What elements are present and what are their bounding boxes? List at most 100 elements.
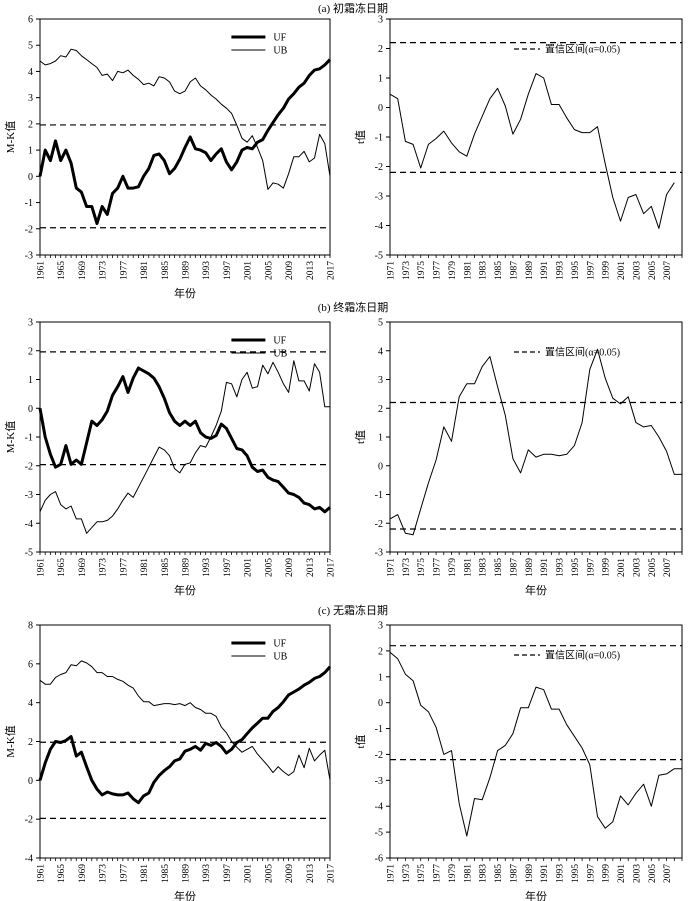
y-tick-label: 2 (378, 646, 383, 657)
x-tick-label: 1973 (99, 261, 109, 280)
x-tick-label: 2017 (327, 864, 337, 883)
x-tick-label: 1971 (387, 558, 397, 577)
x-tick-label: 1991 (540, 261, 550, 280)
x-tick-label: 1971 (387, 864, 397, 883)
y-tick-label: -2 (25, 815, 33, 826)
y-tick-label: 4 (28, 67, 33, 78)
y-tick-label: -3 (375, 192, 383, 203)
series-line-t (389, 348, 682, 536)
x-tick-label: 1985 (161, 864, 171, 883)
x-tick-label: 1987 (509, 558, 519, 577)
x-tick-label: 1965 (57, 864, 67, 883)
x-tick-label: 1981 (463, 864, 473, 883)
x-tick-label: 1999 (602, 261, 612, 280)
legend-label-ub: UB (273, 349, 287, 360)
x-tick-label: 1991 (540, 864, 550, 883)
series-line-ub (39, 660, 331, 781)
x-tick-label: 2009 (285, 864, 295, 883)
legend-label-uf: UF (273, 336, 286, 347)
x-tick-label: 1969 (78, 864, 88, 883)
y-axis-label: M-K值 (4, 725, 17, 757)
legend-label-uf: UF (273, 639, 286, 650)
legend-label-uf: UF (273, 33, 286, 44)
legend-label-ub: UB (273, 652, 287, 663)
y-axis-label: t值 (354, 130, 367, 144)
y-tick-label: -1 (25, 433, 33, 444)
y-tick-label: -1 (375, 490, 383, 501)
x-tick-label: 1989 (525, 864, 535, 883)
x-tick-label: 1979 (448, 864, 458, 883)
chart-a-t: -5 -4 -3 -2 -1 0 1 2 3 1971 1973 1975 1977 1979 1981 19… (354, 15, 683, 280)
x-tick-label: 1977 (433, 864, 443, 883)
x-tick-label: 1985 (161, 558, 171, 577)
x-tick-label: 1989 (182, 864, 192, 883)
x-tick-label: 2001 (244, 864, 254, 883)
x-tick-label: 2017 (327, 261, 337, 280)
x-axis-label: 年份 (525, 889, 547, 901)
x-tick-label: 1965 (57, 261, 67, 280)
x-tick-label: 1969 (78, 558, 88, 577)
y-tick-label: 2 (28, 119, 33, 130)
x-tick-label: 1981 (140, 864, 150, 883)
x-tick-label: 1999 (602, 558, 612, 577)
legend-label-ub: UB (273, 46, 287, 57)
y-tick-label: 1 (28, 375, 33, 386)
legend-label-confidence: 置信区间(α=0.05) (545, 649, 620, 662)
x-tick-label: 1981 (463, 558, 473, 577)
x-tick-label: 1981 (140, 261, 150, 280)
x-tick-label: 1993 (202, 864, 212, 883)
x-tick-label: 2005 (648, 864, 658, 883)
y-tick-label: -3 (375, 548, 383, 559)
x-tick-label: 2009 (285, 558, 295, 577)
x-tick-label: 1997 (223, 558, 233, 577)
y-tick-label: 3 (378, 375, 383, 386)
y-tick-label: 6 (28, 15, 33, 26)
x-tick-label: 2001 (617, 261, 627, 280)
y-tick-label: 2 (378, 44, 383, 55)
y-tick-label: -2 (375, 519, 383, 530)
x-tick-label: 2003 (632, 864, 642, 883)
x-tick-label: 2005 (264, 261, 274, 280)
y-axis-label: t值 (354, 734, 367, 748)
y-tick-label: -2 (25, 224, 33, 235)
x-tick-label: 1971 (387, 261, 397, 280)
series-line-t (389, 651, 682, 837)
x-tick-label: 1973 (99, 558, 109, 577)
series-line-uf (38, 366, 331, 514)
y-tick-label: -4 (25, 519, 33, 530)
x-tick-label: 1975 (417, 864, 427, 883)
y-tick-label: 5 (28, 41, 33, 52)
x-tick-label: 1983 (479, 864, 489, 883)
x-tick-label: 1995 (571, 864, 581, 883)
series-line-ub (39, 360, 330, 534)
series-line-ub (39, 48, 331, 190)
x-tick-label: 1989 (182, 558, 192, 577)
y-tick-label: 3 (28, 93, 33, 104)
y-axis-label: M-K值 (4, 421, 17, 453)
x-tick-label: 1977 (119, 864, 129, 883)
chart-b-t: -3 -2 -1 0 1 2 3 4 5 1971 1973 1975 1977 1979 1981 1983… (354, 318, 683, 597)
x-tick-label: 1997 (586, 864, 596, 883)
x-tick-label: 1979 (448, 261, 458, 280)
x-tick-label: 1997 (223, 864, 233, 883)
x-tick-label: 1999 (602, 864, 612, 883)
y-tick-label: 0 (28, 172, 33, 183)
y-tick-label: -1 (375, 724, 383, 735)
x-tick-label: 1985 (494, 558, 504, 577)
chart-c-mk: -4 -2 0 2 4 6 8 1961 1965 1969 1973 1977 1981 1985 198… (4, 621, 337, 901)
x-tick-label: 1985 (494, 261, 504, 280)
y-tick-label: -4 (375, 221, 383, 232)
x-tick-label: 1983 (479, 261, 489, 280)
series-line-t (389, 73, 675, 229)
y-tick-label: -4 (25, 854, 33, 865)
x-tick-label: 1993 (556, 864, 566, 883)
y-tick-label: 2 (378, 404, 383, 415)
x-tick-label: 1993 (556, 558, 566, 577)
y-tick-label: 0 (28, 776, 33, 787)
x-tick-label: 2013 (306, 261, 316, 280)
x-tick-label: 2003 (632, 558, 642, 577)
x-tick-label: 1961 (37, 558, 47, 577)
x-tick-label: 1989 (525, 261, 535, 280)
panel-b-title: (b) 终霜冻日期 (318, 300, 389, 314)
